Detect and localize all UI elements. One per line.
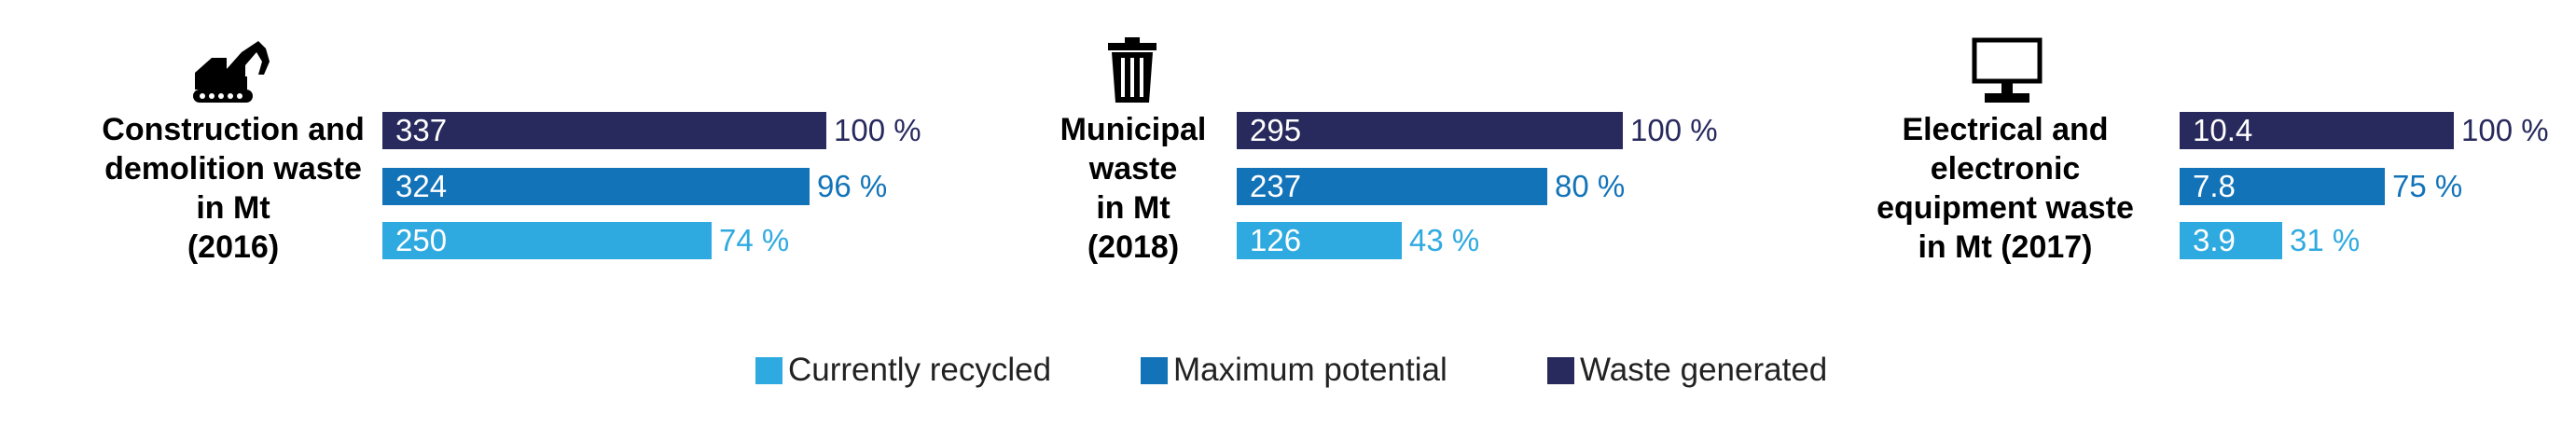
excavator-icon [193, 41, 270, 103]
trash-can-icon [1108, 37, 1156, 103]
bar-value-label: 295 [1250, 113, 1302, 147]
bar-currently-recycled: 250 [382, 222, 712, 259]
panel-title-electronic: Electrical and electronic equipment wast… [1877, 112, 2134, 265]
legend: Currently recycled Maximum potential Was… [0, 347, 2576, 394]
bar-currently-recycled: 126 [1237, 222, 1402, 259]
chart-panel-construction: Construction and demolition waste in Mt … [0, 0, 933, 308]
bar-waste-generated: 337 [382, 112, 826, 149]
legend-item-waste-generated: Waste generated [1547, 347, 1827, 394]
bar-percent-label: 43 % [1409, 223, 1480, 257]
legend-swatch-maximum-potential [1141, 356, 1168, 384]
legend-label-waste-generated: Waste generated [1580, 352, 1828, 388]
panel-title-construction: Construction and demolition waste in Mt … [102, 112, 365, 265]
bar-maximum-potential: 7.8 [2180, 168, 2385, 205]
bar-percent-label: 74 % [719, 223, 790, 257]
bar-value-label: 337 [395, 113, 448, 147]
bar-percent-label: 75 % [2392, 169, 2463, 203]
bar-value-label: 7.8 [2193, 169, 2236, 203]
legend-swatch-currently-recycled [755, 356, 782, 384]
bar-currently-recycled: 3.9 [2180, 222, 2282, 259]
legend-label-currently-recycled: Currently recycled [788, 352, 1052, 388]
legend-item-maximum-potential: Maximum potential [1141, 347, 1447, 394]
bar-maximum-potential: 324 [382, 168, 810, 205]
bar-percent-label: 100 % [2461, 113, 2549, 147]
legend-item-currently-recycled: Currently recycled [755, 347, 1051, 394]
bar-percent-label: 31 % [2290, 223, 2361, 257]
bar-waste-generated: 10.4 [2180, 112, 2454, 149]
bar-value-label: 10.4 [2193, 113, 2253, 147]
bar-maximum-potential: 237 [1237, 168, 1547, 205]
bar-percent-label: 100 % [834, 113, 921, 147]
chart-panel-electronic: Electrical and electronic equipment wast… [1877, 37, 2549, 265]
bar-value-label: 3.9 [2193, 223, 2236, 257]
bar-waste-generated: 295 [1237, 112, 1623, 149]
computer-monitor-icon [1972, 37, 2043, 103]
chart-panel-municipal: Municipal waste in Mt (2018) 295 100 % 237… [0, 0, 1772, 308]
bar-percent-label: 100 % [1630, 113, 1718, 147]
bar-value-label: 324 [395, 169, 448, 203]
legend-label-maximum-potential: Maximum potential [1173, 352, 1447, 388]
bar-value-label: 237 [1250, 169, 1302, 203]
bar-percent-label: 80 % [1555, 169, 1626, 203]
legend-swatch-waste-generated [1547, 356, 1574, 384]
panel-title-municipal: Municipal waste in Mt (2018) [1059, 112, 1207, 265]
bar-value-label: 126 [1250, 223, 1302, 257]
bar-value-label: 250 [395, 223, 448, 257]
bar-percent-label: 96 % [817, 169, 888, 203]
